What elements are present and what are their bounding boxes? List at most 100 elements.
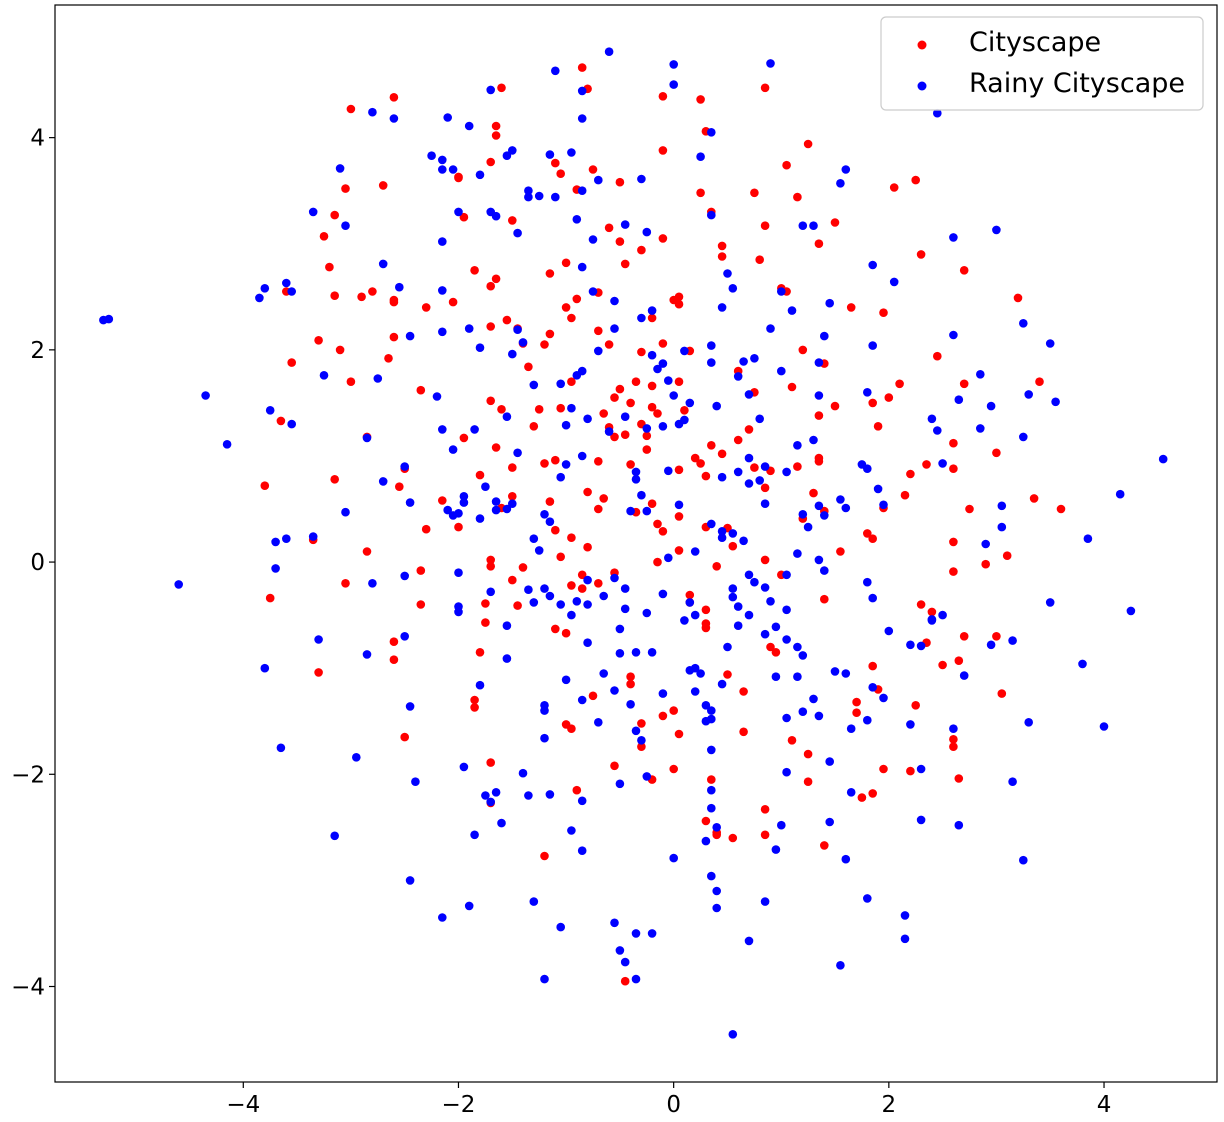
point-rainy-cityscape (647, 306, 657, 315)
point-rainy-cityscape (620, 957, 630, 967)
point-cityscape (959, 379, 969, 389)
point-cityscape (561, 258, 571, 268)
point-rainy-cityscape (906, 640, 915, 650)
point-rainy-cityscape (760, 499, 770, 509)
point-rainy-cityscape (755, 476, 764, 485)
point-rainy-cityscape (1045, 598, 1055, 607)
point-cityscape (368, 287, 377, 296)
point-cityscape (965, 504, 974, 514)
point-rainy-cityscape (534, 191, 544, 201)
point-rainy-cityscape (642, 772, 652, 781)
point-rainy-cityscape (873, 484, 883, 494)
point-rainy-cityscape (610, 296, 619, 306)
point-cityscape (938, 660, 947, 670)
point-cityscape (1013, 293, 1023, 303)
point-rainy-cityscape (728, 284, 738, 293)
point-rainy-cityscape (1115, 489, 1125, 499)
point-cityscape (454, 522, 463, 532)
point-rainy-cityscape (287, 419, 297, 429)
point-rainy-cityscape (777, 287, 786, 296)
point-rainy-cityscape (1158, 454, 1168, 464)
point-cityscape (378, 181, 388, 190)
point-cityscape (556, 403, 565, 413)
point-cityscape (604, 223, 614, 233)
point-rainy-cityscape (405, 702, 415, 711)
point-rainy-cityscape (583, 638, 592, 647)
point-cityscape (954, 656, 964, 665)
point-cityscape (341, 579, 350, 588)
point-rainy-cityscape (577, 796, 587, 806)
point-rainy-cityscape (352, 753, 361, 762)
point-cityscape (508, 463, 517, 472)
point-rainy-cityscape (766, 597, 775, 606)
point-rainy-cityscape (201, 391, 210, 400)
point-rainy-cityscape (814, 391, 824, 400)
point-rainy-cityscape (658, 359, 668, 368)
point-cityscape (658, 339, 668, 348)
point-cityscape (599, 409, 608, 418)
point-rainy-cityscape (766, 324, 775, 333)
point-rainy-cityscape (927, 414, 937, 424)
point-rainy-cityscape (282, 278, 291, 288)
point-cityscape (508, 216, 517, 225)
point-rainy-cityscape (631, 648, 641, 657)
point-cityscape (486, 396, 496, 406)
point-cityscape (610, 761, 619, 771)
point-rainy-cityscape (750, 354, 759, 363)
point-cityscape (620, 430, 630, 440)
point-rainy-cityscape (841, 503, 851, 513)
point-cityscape (545, 497, 555, 506)
point-cityscape (577, 63, 587, 72)
point-rainy-cityscape (556, 922, 565, 932)
point-cityscape (760, 830, 770, 840)
point-rainy-cityscape (470, 425, 479, 434)
point-cityscape (556, 552, 565, 562)
point-rainy-cityscape (631, 475, 641, 484)
point-rainy-cityscape (1099, 722, 1109, 731)
point-cityscape (674, 546, 684, 555)
y-axis-ticks: −4 −2 0 2 4 (11, 126, 55, 1001)
point-cityscape (615, 237, 625, 246)
point-rainy-cityscape (556, 472, 565, 482)
point-rainy-cityscape (588, 287, 598, 296)
point-rainy-cityscape (642, 424, 652, 433)
point-rainy-cityscape (540, 706, 549, 715)
point-cityscape (260, 481, 270, 491)
point-rainy-cityscape (335, 164, 345, 173)
point-cityscape (491, 131, 501, 140)
point-cityscape (561, 303, 571, 312)
point-rainy-cityscape (577, 86, 587, 96)
point-rainy-cityscape (265, 406, 275, 415)
point-cityscape (701, 816, 711, 826)
point-rainy-cityscape (556, 379, 565, 389)
point-rainy-cityscape (707, 519, 716, 529)
point-cityscape (529, 422, 539, 431)
point-rainy-cityscape (513, 228, 522, 238)
point-rainy-cityscape (863, 388, 872, 397)
point-cityscape (561, 628, 571, 638)
point-cityscape (911, 701, 920, 710)
point-cityscape (567, 581, 576, 590)
point-rainy-cityscape (411, 777, 420, 786)
point-cityscape (551, 624, 560, 634)
point-rainy-cityscape (330, 831, 340, 841)
point-cityscape (658, 711, 668, 721)
point-cityscape (594, 579, 603, 588)
point-rainy-cityscape (438, 237, 447, 246)
point-rainy-cityscape (314, 635, 323, 644)
point-rainy-cityscape (577, 451, 587, 461)
point-cityscape (949, 464, 958, 474)
point-rainy-cityscape (583, 575, 592, 585)
point-cityscape (642, 445, 652, 454)
point-rainy-cityscape (696, 669, 705, 678)
point-rainy-cityscape (572, 371, 582, 380)
point-rainy-cityscape (647, 929, 657, 938)
point-cityscape (540, 340, 549, 349)
point-cityscape (325, 262, 334, 272)
point-cityscape (470, 695, 479, 705)
point-rainy-cityscape (766, 59, 775, 68)
point-cityscape (626, 460, 635, 469)
point-rainy-cityscape (916, 641, 926, 651)
point-rainy-cityscape (508, 499, 517, 509)
point-rainy-cityscape (513, 325, 522, 335)
